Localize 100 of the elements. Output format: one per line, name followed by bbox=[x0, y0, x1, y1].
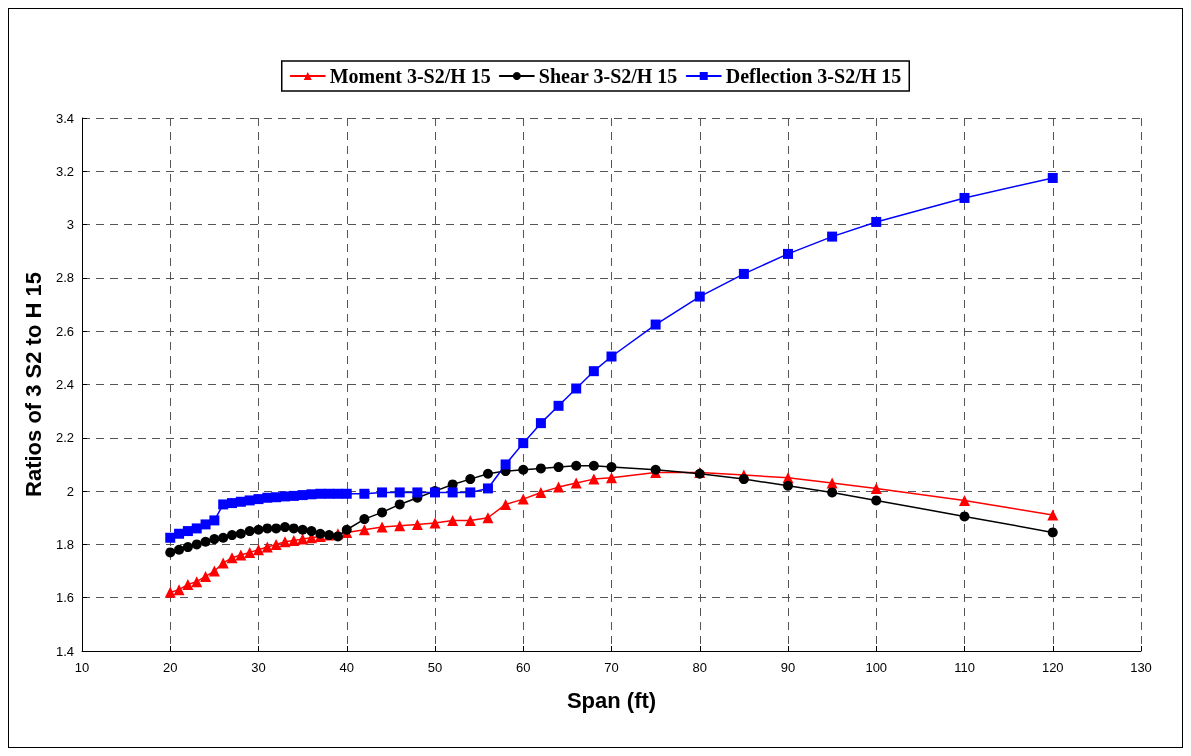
point bbox=[482, 468, 493, 479]
point bbox=[200, 536, 211, 547]
point bbox=[235, 549, 247, 561]
point bbox=[209, 534, 220, 545]
point bbox=[235, 496, 246, 507]
x-tick-label: 110 bbox=[954, 660, 975, 675]
point bbox=[191, 576, 203, 588]
point bbox=[606, 472, 617, 484]
point bbox=[209, 515, 220, 526]
point bbox=[465, 474, 476, 485]
point bbox=[271, 492, 282, 503]
point bbox=[253, 544, 264, 556]
point bbox=[429, 517, 441, 529]
point bbox=[571, 460, 582, 471]
point bbox=[738, 474, 749, 485]
point bbox=[870, 482, 882, 494]
point bbox=[324, 488, 335, 499]
point bbox=[517, 493, 529, 505]
y-tick-label: 2 bbox=[66, 483, 74, 499]
point bbox=[1047, 527, 1058, 538]
point bbox=[288, 490, 299, 501]
point bbox=[535, 486, 547, 498]
point bbox=[315, 488, 326, 499]
point bbox=[165, 532, 176, 543]
point bbox=[694, 291, 705, 302]
point bbox=[226, 552, 238, 564]
point bbox=[297, 524, 308, 535]
point bbox=[465, 487, 476, 498]
point bbox=[606, 462, 617, 473]
point bbox=[218, 532, 229, 543]
point bbox=[279, 536, 291, 548]
point bbox=[411, 518, 423, 530]
point bbox=[182, 526, 193, 537]
x-axis-title: Span (ft) bbox=[566, 687, 657, 713]
point bbox=[1047, 172, 1058, 183]
x-tick-label: 80 bbox=[692, 660, 707, 675]
point bbox=[959, 511, 970, 522]
point bbox=[217, 557, 229, 569]
point bbox=[827, 487, 838, 498]
point bbox=[164, 586, 176, 598]
point bbox=[650, 319, 661, 330]
point bbox=[359, 488, 370, 499]
point bbox=[871, 495, 882, 506]
point bbox=[235, 528, 246, 539]
point bbox=[306, 526, 317, 537]
point bbox=[191, 523, 202, 534]
point bbox=[588, 460, 599, 471]
y-tick-label: 1.6 bbox=[55, 590, 74, 606]
point bbox=[571, 383, 582, 394]
point bbox=[783, 248, 793, 259]
point bbox=[500, 459, 511, 470]
point bbox=[394, 499, 405, 510]
point bbox=[959, 192, 970, 203]
y-tick-label: 2.2 bbox=[55, 430, 74, 446]
x-tick-label: 50 bbox=[427, 660, 443, 675]
point bbox=[394, 487, 405, 498]
point bbox=[262, 523, 273, 534]
x-tick-label: 40 bbox=[339, 660, 354, 675]
x-tick-label: 90 bbox=[780, 660, 796, 675]
point bbox=[535, 463, 546, 474]
point bbox=[244, 495, 255, 506]
point bbox=[165, 547, 176, 558]
point bbox=[174, 544, 185, 555]
legend-label: Deflection 3-S2/H 15 bbox=[725, 65, 902, 87]
point bbox=[553, 400, 564, 411]
point bbox=[570, 477, 582, 489]
y-tick-label: 3 bbox=[66, 217, 74, 233]
point bbox=[297, 533, 309, 545]
point bbox=[447, 487, 458, 498]
point bbox=[279, 491, 290, 502]
x-tick-label: 130 bbox=[1130, 660, 1152, 675]
y-tick-label: 2.6 bbox=[55, 323, 74, 339]
point bbox=[288, 534, 300, 546]
x-tick-label: 20 bbox=[163, 660, 178, 675]
point bbox=[553, 462, 564, 473]
point bbox=[412, 487, 423, 498]
point bbox=[288, 523, 299, 534]
point bbox=[200, 570, 212, 582]
point bbox=[359, 514, 370, 525]
point bbox=[227, 530, 238, 541]
point bbox=[174, 528, 185, 539]
point bbox=[588, 366, 599, 377]
point bbox=[341, 488, 352, 499]
point bbox=[535, 418, 546, 429]
point bbox=[173, 584, 185, 596]
point bbox=[783, 480, 793, 491]
point bbox=[518, 438, 529, 449]
point bbox=[377, 507, 388, 518]
point bbox=[279, 522, 290, 533]
x-tick-label: 10 bbox=[74, 660, 90, 675]
y-tick-label: 1.8 bbox=[55, 536, 74, 552]
x-tick-label: 100 bbox=[865, 660, 888, 675]
x-tick-label: 120 bbox=[1041, 660, 1064, 675]
point bbox=[244, 546, 256, 558]
point bbox=[464, 514, 476, 526]
y-tick-label: 1.4 bbox=[55, 643, 74, 659]
point bbox=[332, 488, 343, 499]
point bbox=[588, 473, 600, 485]
point bbox=[827, 231, 838, 242]
point bbox=[376, 521, 388, 533]
